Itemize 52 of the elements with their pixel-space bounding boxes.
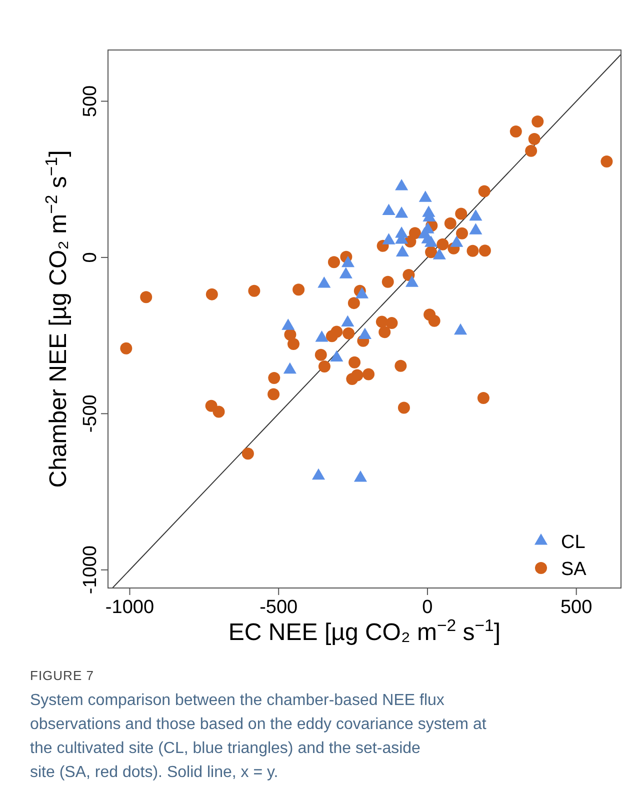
x-tick-label: 0 bbox=[422, 597, 433, 618]
x-tick-label: -500 bbox=[260, 597, 298, 618]
point bbox=[287, 338, 300, 350]
point bbox=[425, 246, 438, 258]
point bbox=[600, 156, 613, 168]
caption: FIGURE 7 bbox=[30, 668, 94, 683]
point bbox=[120, 342, 132, 354]
point bbox=[528, 133, 540, 146]
point bbox=[382, 276, 394, 288]
point bbox=[466, 244, 479, 257]
point bbox=[140, 291, 152, 304]
point bbox=[268, 372, 280, 384]
point bbox=[394, 360, 407, 372]
point bbox=[348, 297, 360, 310]
y-tick-label: -500 bbox=[80, 394, 101, 433]
point bbox=[212, 406, 225, 418]
point bbox=[328, 256, 340, 268]
point bbox=[477, 392, 490, 404]
point bbox=[532, 116, 544, 128]
point bbox=[510, 126, 522, 138]
point bbox=[456, 227, 468, 240]
point bbox=[386, 317, 398, 330]
point bbox=[428, 314, 440, 327]
point bbox=[342, 327, 355, 340]
legend-label: SA bbox=[561, 559, 587, 580]
x-tick-label: 500 bbox=[560, 597, 592, 618]
point bbox=[478, 244, 491, 257]
point bbox=[318, 360, 330, 372]
point bbox=[378, 326, 391, 338]
point bbox=[314, 348, 327, 361]
x-tick-label: -1000 bbox=[105, 597, 154, 618]
point bbox=[248, 284, 260, 297]
text: System comparison between the chamber-based NEE flux observations and those based on the eddy covariance system at the cultivated site (CL, blue triangles) and the set-aside site (SA, red dots). Solid line, x = y. bbox=[30, 692, 487, 781]
point bbox=[206, 288, 218, 300]
point bbox=[398, 402, 410, 414]
point bbox=[444, 217, 456, 230]
point bbox=[346, 372, 358, 385]
point bbox=[348, 356, 361, 368]
y-tick-label: 0 bbox=[80, 252, 101, 263]
y-tick-label: 500 bbox=[80, 85, 101, 118]
point bbox=[330, 326, 343, 338]
point bbox=[292, 284, 305, 296]
point bbox=[525, 144, 538, 157]
point bbox=[478, 185, 490, 198]
x-axis-title: EC NEE [µg CO₂ m$^{−2}$ s$^{−1}$] bbox=[228, 616, 501, 646]
point bbox=[242, 448, 254, 460]
point bbox=[268, 388, 280, 400]
point bbox=[455, 208, 468, 220]
point bbox=[402, 268, 415, 281]
point bbox=[362, 368, 375, 380]
point bbox=[436, 238, 449, 250]
legend-label: CL bbox=[561, 532, 586, 553]
